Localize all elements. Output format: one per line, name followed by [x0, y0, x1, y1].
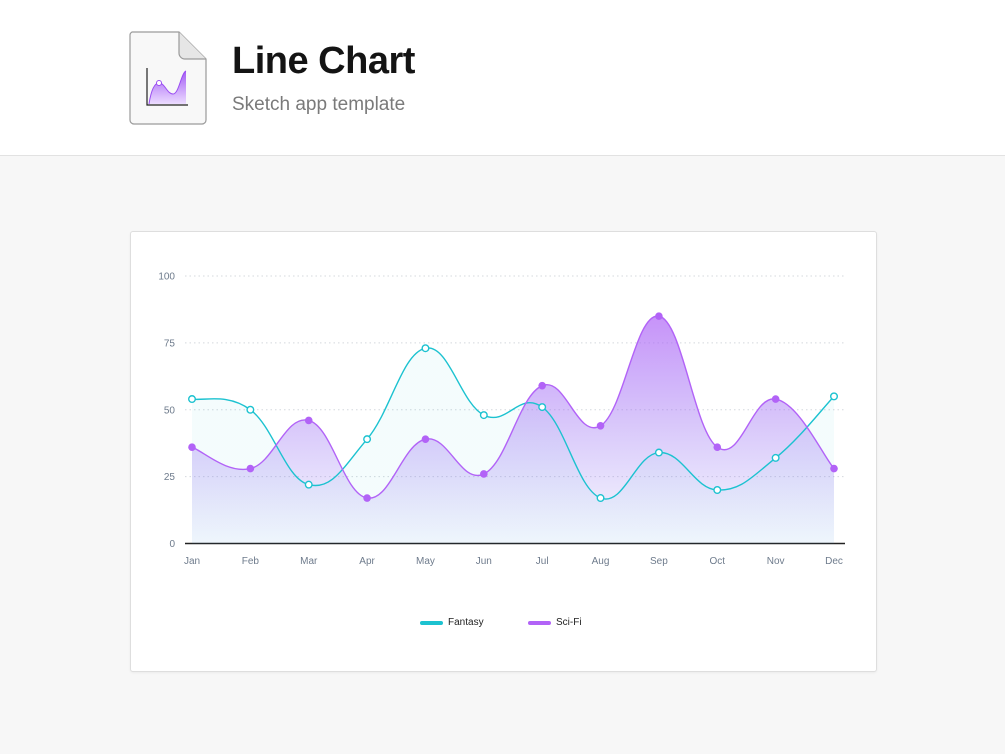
x-tick-label: Jan: [184, 556, 200, 567]
data-point-fantasy: [246, 405, 255, 414]
data-point-sci-fi: [304, 416, 313, 425]
data-point-fantasy: [830, 392, 839, 401]
chart-file-icon: [129, 31, 207, 125]
x-tick-label: Sep: [650, 556, 668, 567]
x-tick-label: May: [416, 556, 435, 567]
data-point-sci-fi: [538, 381, 546, 390]
y-tick-label: 50: [164, 405, 176, 416]
legend-item-scifi[interactable]: Sci-Fi: [528, 617, 582, 628]
legend-label: Sci-Fi: [556, 617, 582, 628]
data-point-fantasy: [713, 486, 722, 495]
data-point-sci-fi: [363, 494, 371, 502]
x-tick-label: Aug: [592, 556, 610, 567]
data-point-fantasy: [479, 411, 488, 420]
x-tick-label: Nov: [767, 556, 785, 567]
x-tick-label: Feb: [242, 556, 260, 567]
data-point-sci-fi: [713, 443, 722, 452]
data-point-sci-fi: [655, 312, 663, 320]
x-tick-label: Dec: [825, 556, 843, 567]
data-point-sci-fi: [246, 464, 255, 473]
header: Line Chart Sketch app template: [0, 0, 1005, 156]
y-tick-label: 75: [164, 338, 176, 349]
data-point-fantasy: [304, 480, 313, 489]
data-point-fantasy: [421, 344, 430, 353]
x-tick-label: Mar: [300, 556, 318, 567]
data-point-fantasy: [538, 403, 547, 412]
fantasy-swatch: [420, 620, 443, 625]
legend-item-fantasy[interactable]: Fantasy: [420, 617, 484, 628]
page-title: Line Chart: [232, 40, 415, 82]
data-point-sci-fi: [480, 470, 488, 478]
data-point-sci-fi: [188, 443, 196, 452]
x-tick-label: Jul: [536, 556, 549, 567]
data-point-fantasy: [187, 395, 196, 404]
x-tick-label: Oct: [709, 556, 725, 567]
y-tick-label: 0: [169, 539, 175, 550]
y-tick-label: 100: [158, 272, 175, 283]
data-point-sci-fi: [771, 395, 780, 403]
scifi-swatch: [528, 620, 551, 625]
data-point-sci-fi: [421, 435, 430, 443]
data-point-fantasy: [771, 453, 780, 462]
data-point-fantasy: [596, 494, 605, 503]
legend-label: Fantasy: [448, 617, 484, 628]
data-point-sci-fi: [596, 422, 605, 430]
data-point-fantasy: [363, 435, 372, 444]
page-subtitle: Sketch app template: [232, 94, 406, 115]
data-point-fantasy: [654, 448, 663, 457]
x-tick-label: Apr: [359, 556, 375, 567]
y-tick-label: 25: [164, 472, 176, 483]
x-tick-label: Jun: [476, 556, 492, 567]
data-point-sci-fi: [830, 464, 838, 473]
